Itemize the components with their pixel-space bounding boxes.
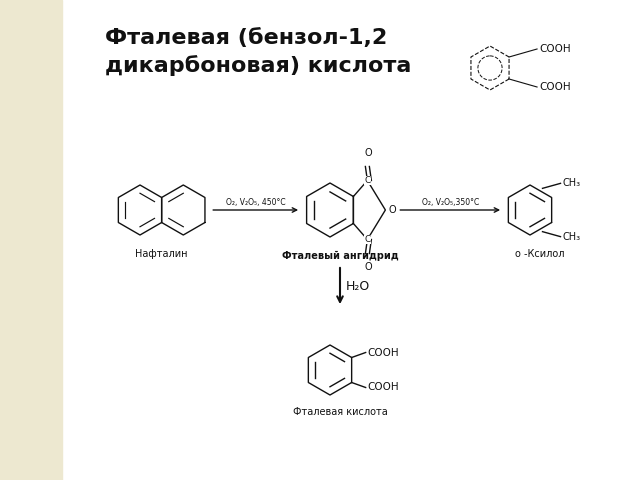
- Text: COOH: COOH: [539, 44, 571, 54]
- Text: COOH: COOH: [367, 383, 399, 393]
- Text: о -Ксилол: о -Ксилол: [515, 249, 564, 259]
- Text: O: O: [365, 148, 372, 158]
- Text: CH₃: CH₃: [563, 179, 580, 188]
- Text: O: O: [365, 262, 372, 272]
- Text: Фталевая (бензол-1,2: Фталевая (бензол-1,2: [105, 28, 387, 48]
- Text: CH₃: CH₃: [563, 232, 580, 241]
- Text: C: C: [364, 176, 371, 185]
- Text: COOH: COOH: [539, 82, 571, 92]
- Text: C: C: [364, 235, 371, 244]
- Bar: [0, 0, 62, 480]
- Text: Фталевая кислота: Фталевая кислота: [292, 407, 387, 417]
- Text: H₂O: H₂O: [346, 279, 371, 292]
- Text: COOH: COOH: [367, 348, 399, 358]
- Text: Фталевый ангидрид: Фталевый ангидрид: [282, 251, 398, 261]
- Text: O₂, V₂O₅, 450°C: O₂, V₂O₅, 450°C: [226, 198, 285, 207]
- Text: дикарбоновая) кислота: дикарбоновая) кислота: [105, 55, 412, 76]
- Text: Нафталин: Нафталин: [136, 249, 188, 259]
- Text: O: O: [388, 205, 396, 215]
- Text: O₂, V₂O₅,350°C: O₂, V₂O₅,350°C: [422, 198, 479, 207]
